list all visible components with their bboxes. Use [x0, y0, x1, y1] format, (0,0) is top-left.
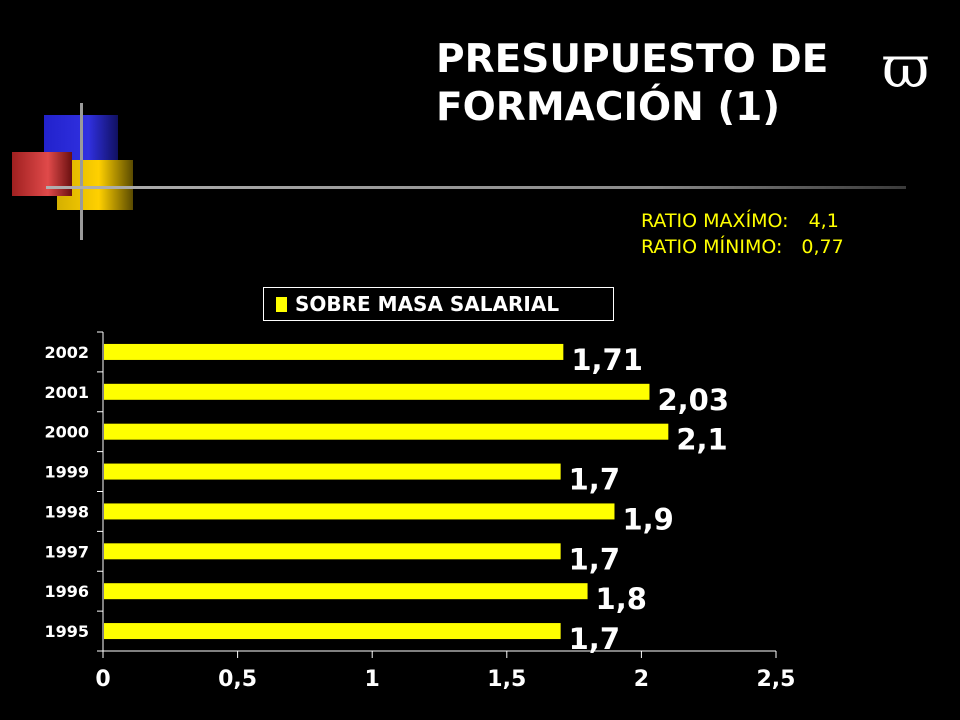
data-label: 1,9: [622, 502, 673, 536]
ratio-max-row: RATIO MAXÍMO: 4,1: [641, 208, 844, 234]
y-tick-label: 2002: [44, 343, 89, 362]
data-label: 2,1: [676, 423, 727, 457]
page-title: PRESUPUESTO DE FORMACIÓN (1): [436, 36, 828, 132]
y-tick-label: 2001: [44, 383, 89, 402]
bar: [104, 423, 669, 440]
bar: [104, 343, 564, 360]
x-tick-label: 1,5: [487, 667, 526, 692]
decorative-vertical-line: [80, 103, 83, 240]
bar: [104, 503, 615, 520]
x-tick-label: 2: [634, 667, 649, 692]
x-tick-label: 0,5: [218, 667, 257, 692]
data-label: 2,03: [657, 383, 729, 417]
bar: [104, 623, 561, 640]
ratio-min-label: RATIO MÍNIMO:: [641, 236, 783, 258]
y-tick-label: 1999: [44, 463, 89, 482]
y-tick-label: 1998: [44, 502, 89, 521]
ratio-max-label: RATIO MAXÍMO:: [641, 210, 789, 232]
omega-symbol-icon: ϖ: [882, 33, 930, 101]
x-tick-label: 1: [365, 667, 380, 692]
legend-label: SOBRE MASA SALARIAL: [295, 292, 560, 316]
title-line-1: PRESUPUESTO DE: [436, 37, 829, 82]
ratio-min-row: RATIO MÍNIMO: 0,77: [641, 234, 844, 260]
x-tick-label: 0: [95, 667, 110, 692]
data-label: 1,7: [569, 463, 620, 497]
x-tick-label: 2,5: [757, 667, 796, 692]
legend-swatch: [276, 296, 287, 312]
data-label: 1,7: [569, 542, 620, 576]
ratio-min-value: 0,77: [801, 236, 844, 258]
chart-legend: SOBRE MASA SALARIAL: [263, 287, 614, 321]
bar: [104, 383, 650, 400]
data-label: 1,71: [571, 343, 643, 377]
title-line-2: FORMACIÓN (1): [436, 85, 781, 130]
y-tick-label: 1996: [44, 582, 89, 601]
y-tick-label: 2000: [44, 423, 89, 442]
decorative-horizontal-line: [46, 186, 906, 189]
bar: [104, 583, 588, 600]
bar: [104, 463, 561, 480]
bar: [104, 543, 561, 560]
y-tick-label: 1995: [44, 622, 89, 641]
ratio-max-value: 4,1: [808, 210, 839, 232]
ratios-panel: RATIO MAXÍMO: 4,1 RATIO MÍNIMO: 0,77: [641, 208, 844, 260]
data-label: 1,7: [569, 622, 620, 656]
data-label: 1,8: [596, 582, 647, 616]
y-tick-label: 1997: [44, 542, 89, 561]
